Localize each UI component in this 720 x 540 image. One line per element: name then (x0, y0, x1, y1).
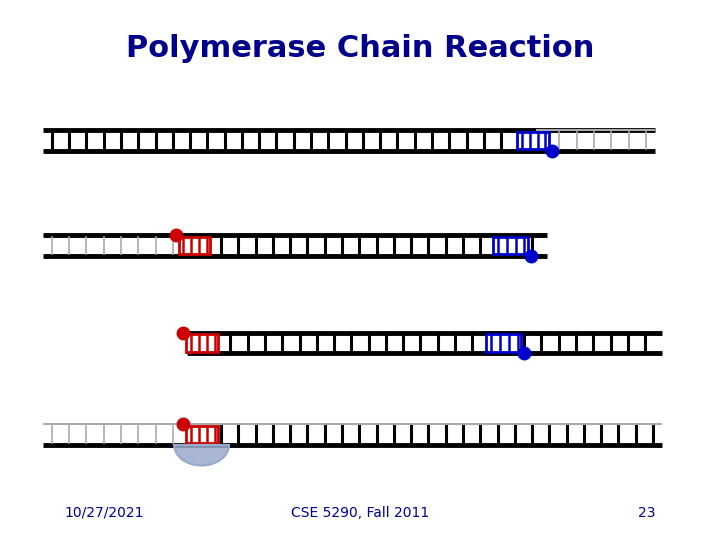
Bar (517, 132, 549, 149)
Bar (186, 426, 218, 443)
Bar (179, 237, 210, 254)
Text: 23: 23 (638, 506, 655, 520)
Text: Polymerase Chain Reaction: Polymerase Chain Reaction (126, 34, 594, 63)
Bar (486, 334, 521, 352)
Bar (186, 334, 218, 352)
Text: CSE 5290, Fall 2011: CSE 5290, Fall 2011 (291, 506, 429, 520)
Bar (493, 237, 528, 254)
Text: 10/27/2021: 10/27/2021 (65, 506, 144, 520)
Polygon shape (174, 445, 229, 465)
